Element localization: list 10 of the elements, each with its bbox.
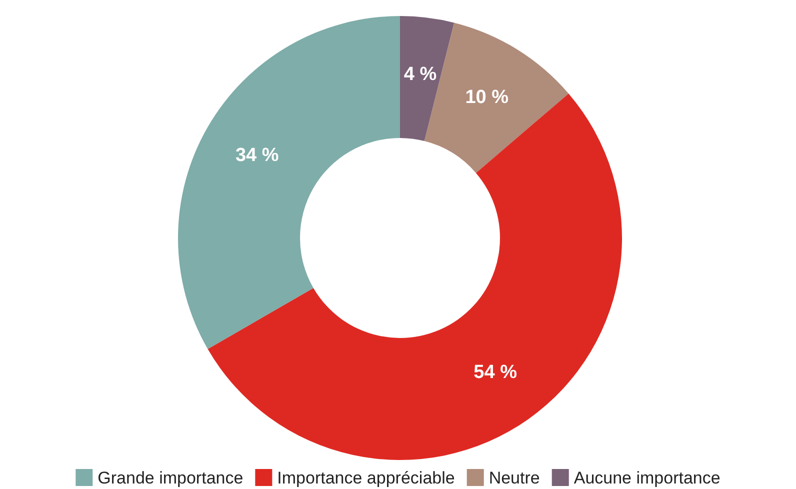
legend-label: Importance appréciable <box>277 468 455 488</box>
data-label: 34 % <box>235 145 279 166</box>
donut-slice <box>400 16 454 142</box>
donut-slice <box>178 16 400 349</box>
data-label: 54 % <box>474 362 518 384</box>
legend-label: Neutre <box>488 468 540 488</box>
legend-label: Aucune importance <box>574 468 720 488</box>
legend-label: Grande importance <box>98 468 244 488</box>
data-label: 10 % <box>465 87 509 108</box>
data-label: 4 % <box>404 64 437 85</box>
